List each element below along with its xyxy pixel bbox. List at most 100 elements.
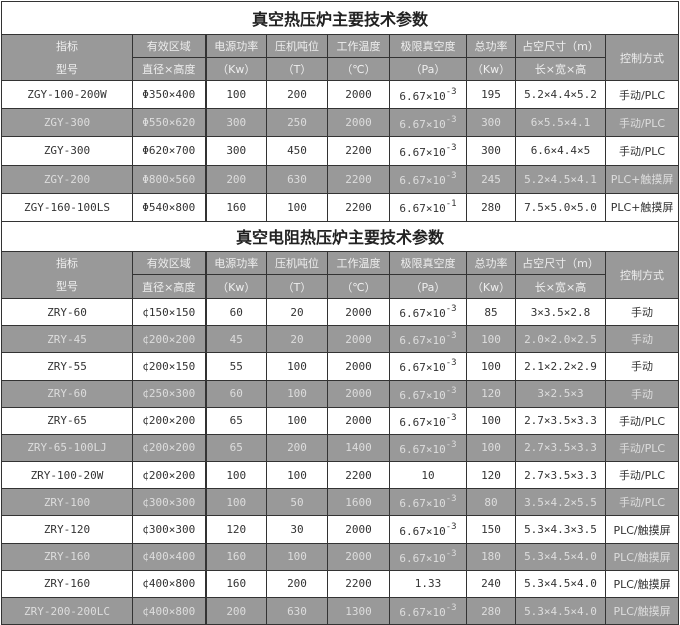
- cell-control: 手动: [604, 297, 680, 327]
- cell-control: 手动/PLC: [604, 461, 680, 490]
- table-row: ZRY-60 ¢150×150 60 20 2000 6.67×10-3 85 3×3.5×2…: [1, 297, 680, 327]
- cell-tonnage: 200: [266, 433, 328, 463]
- cell-tonnage: 450: [266, 136, 328, 166]
- column-subheader: （T）: [266, 57, 328, 81]
- cell-temp: 1400: [327, 433, 390, 463]
- cell-control: PLC+触摸屏: [604, 192, 680, 222]
- column-subheader: （℃）: [327, 57, 390, 81]
- cell-temp: 2200: [327, 164, 390, 194]
- table-row: ZRY-45 ¢200×200 45 20 2000 6.67×10-3 100 2.0×2.…: [1, 325, 680, 354]
- cell-zone: Φ800×560: [132, 164, 207, 194]
- cell-temp: 2000: [327, 108, 390, 138]
- cell-tonnage: 200: [266, 569, 328, 599]
- table-row: ZRY-65-100LJ ¢200×200 65 200 1400 6.67×10-3 10…: [1, 433, 680, 463]
- table-title: 真空热压炉主要技术参数: [0, 1, 680, 35]
- vacuum-exponent: -3: [445, 304, 457, 315]
- column-header: 工作温度: [327, 34, 390, 58]
- cell-power: 60: [205, 379, 267, 408]
- cell-total: 100: [466, 433, 516, 463]
- cell-vac: 6.67×10-3: [389, 108, 467, 138]
- cell-model: ZRY-160: [1, 569, 133, 599]
- cell-size: 5.3×4.5×4.0: [515, 596, 606, 625]
- cell-size: 2.7×3.5×3.3: [515, 461, 606, 490]
- cell-temp: 2000: [327, 325, 390, 354]
- cell-vac: 6.67×10-3: [389, 136, 467, 166]
- cell-model: ZGY-300: [1, 108, 133, 138]
- cell-control: 手动/PLC: [604, 136, 680, 166]
- cell-vac: 6.67×10-3: [389, 406, 467, 435]
- cell-total: 300: [466, 108, 516, 138]
- cell-power: 300: [205, 136, 267, 166]
- cell-total: 280: [466, 192, 516, 222]
- table-row: ZGY-300 Φ620×700 300 450 2200 6.67×10-3 300 6.6…: [1, 136, 680, 166]
- cell-temp: 2200: [327, 569, 390, 599]
- cell-model: ZRY-100: [1, 488, 133, 517]
- table-row: ZGY-300 Φ550×620 300 250 2000 6.67×10-3 300 6×5…: [1, 108, 680, 138]
- cell-tonnage: 50: [266, 488, 328, 517]
- cell-vac: 6.67×10-3: [389, 297, 467, 327]
- column-header: 有效区域: [132, 250, 207, 276]
- vacuum-exponent: -3: [445, 603, 457, 614]
- cell-size: 3.5×4.2×5.5: [515, 488, 606, 517]
- cell-zone: ¢400×800: [132, 569, 207, 599]
- column-header: 压机吨位: [266, 34, 328, 58]
- column-subheader: （Pa）: [389, 57, 467, 81]
- cell-control: 手动/PLC: [604, 433, 680, 463]
- cell-zone: ¢200×150: [132, 352, 207, 381]
- cell-zone: ¢300×300: [132, 488, 207, 517]
- cell-vac: 6.67×10-1: [389, 192, 467, 222]
- column-header: 电源功率: [205, 34, 267, 58]
- table-row: ZRY-60 ¢250×300 60 100 2000 6.67×10-3 120 3×2.5…: [1, 379, 680, 408]
- cell-vac: 6.67×10-3: [389, 352, 467, 381]
- cell-size: 7.5×5.0×5.0: [515, 192, 606, 222]
- cell-model: ZRY-160: [1, 542, 133, 571]
- cell-model: ZGY-200: [1, 164, 133, 194]
- cell-model: ZRY-60: [1, 297, 133, 327]
- cell-power: 55: [205, 352, 267, 381]
- cell-temp: 2000: [327, 515, 390, 544]
- cell-tonnage: 200: [266, 79, 328, 110]
- column-header: 总功率: [466, 250, 516, 276]
- cell-total: 300: [466, 136, 516, 166]
- table-row: ZRY-100 ¢300×300 100 50 1600 6.67×10-3 80 3.5×4…: [1, 488, 680, 517]
- cell-zone: ¢150×150: [132, 297, 207, 327]
- cell-temp: 2200: [327, 192, 390, 222]
- cell-power: 65: [205, 433, 267, 463]
- cell-tonnage: 100: [266, 352, 328, 381]
- cell-total: 195: [466, 79, 516, 110]
- column-subheader: （Kw）: [466, 57, 516, 81]
- cell-model: ZRY-55: [1, 352, 133, 381]
- column-header: 占空尺寸（m）: [515, 250, 606, 276]
- cell-temp: 2200: [327, 461, 390, 490]
- column-subheader: 型号: [1, 57, 133, 81]
- cell-zone: ¢250×300: [132, 379, 207, 408]
- cell-model: ZRY-200-200LC: [1, 596, 133, 625]
- cell-total: 180: [466, 542, 516, 571]
- vacuum-value: 6.67×10: [399, 442, 446, 456]
- cell-control: 手动/PLC: [604, 406, 680, 435]
- cell-model: ZGY-300: [1, 136, 133, 166]
- vacuum-value: 6.67×10: [399, 524, 446, 538]
- cell-zone: ¢400×400: [132, 542, 207, 571]
- cell-control: PLC/触摸屏: [604, 569, 680, 599]
- cell-control: 手动: [604, 325, 680, 354]
- cell-power: 200: [205, 596, 267, 625]
- vacuum-value: 6.67×10: [399, 415, 446, 429]
- vacuum-exponent: -3: [445, 385, 457, 396]
- cell-tonnage: 100: [266, 192, 328, 222]
- cell-vac: 6.67×10-3: [389, 596, 467, 625]
- vacuum-value: 6.67×10: [399, 497, 446, 511]
- cell-zone: ¢200×200: [132, 406, 207, 435]
- cell-size: 5.3×4.3×3.5: [515, 515, 606, 544]
- cell-control: 手动/PLC: [604, 488, 680, 517]
- cell-model: ZGY-100-200W: [1, 79, 133, 110]
- cell-model: ZRY-120: [1, 515, 133, 544]
- table-row: ZRY-100-20W ¢200×200 100 100 2200 10 120 2.7×3.…: [1, 461, 680, 490]
- table-row: ZGY-160-100LS Φ540×800 160 100 2200 6.67×10-1…: [1, 192, 680, 222]
- cell-total: 85: [466, 297, 516, 327]
- vacuum-exponent: -3: [445, 114, 457, 125]
- cell-tonnage: 20: [266, 325, 328, 354]
- column-header: 总功率: [466, 34, 516, 58]
- vacuum-exponent: -3: [445, 548, 457, 559]
- spec-table: 真空电阻热压炉主要技术参数 指标 有效区域 电源功率 压机吨位 工作温度 极限真空度 总功率占…: [0, 220, 680, 625]
